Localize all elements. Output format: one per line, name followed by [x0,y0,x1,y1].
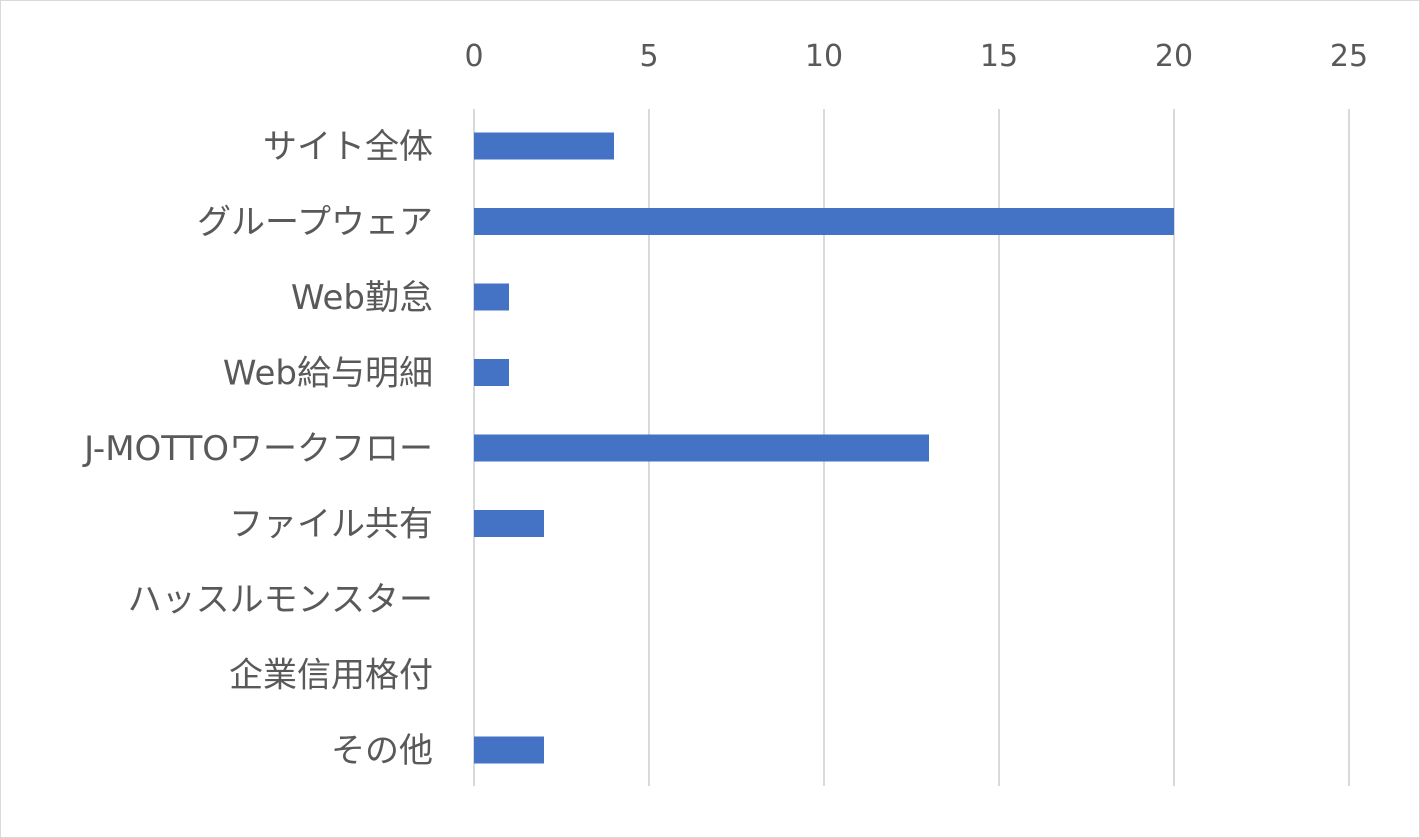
category-label-1: グループウェア [197,203,433,243]
category-label-8: その他 [331,731,433,771]
x-tick-label-5: 5 [639,39,658,74]
bars [474,132,1174,764]
x-tick-label-10: 10 [805,39,843,74]
bar-3 [474,359,509,386]
bar-4 [474,434,929,462]
category-label-7: 企業信用格付 [229,656,433,696]
category-label-5: ファイル共有 [229,505,433,545]
bar-8 [474,736,544,764]
x-tick-label-0: 0 [464,39,483,74]
category-label-2: Web勤怠 [291,278,433,318]
bar-5 [474,510,544,537]
category-label-3: Web給与明細 [223,354,433,394]
category-label-6: ハッスルモンスター [128,580,433,620]
x-tick-label-15: 15 [980,39,1018,74]
bar-0 [474,132,614,160]
bar-1 [474,208,1174,235]
category-label-4: J-MOTTOワークフロー [82,429,433,469]
x-tick-label-25: 25 [1330,39,1368,74]
x-axis-tick-labels: 0 5 10 15 20 25 [464,39,1368,74]
x-tick-label-20: 20 [1155,39,1193,74]
category-label-0: サイト全体 [263,127,433,167]
bar-2 [474,283,509,311]
